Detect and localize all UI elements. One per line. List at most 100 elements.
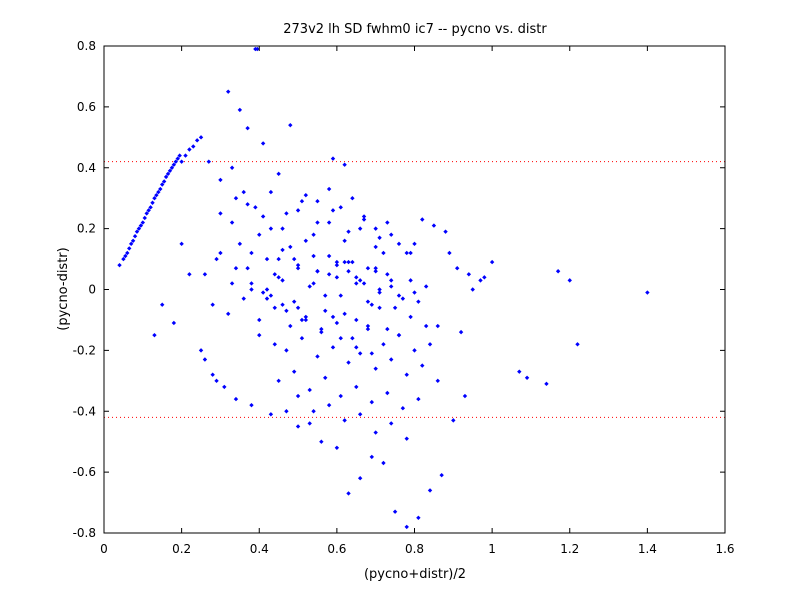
data-point bbox=[123, 253, 128, 259]
data-point bbox=[136, 226, 142, 231]
data-point bbox=[198, 135, 204, 140]
data-point bbox=[575, 342, 580, 347]
data-point bbox=[357, 476, 363, 481]
data-point bbox=[183, 153, 188, 158]
data-point bbox=[330, 345, 336, 350]
data-point bbox=[214, 256, 219, 262]
data-point bbox=[233, 265, 239, 271]
data-point bbox=[435, 323, 440, 329]
data-point bbox=[369, 454, 375, 460]
data-point bbox=[272, 342, 277, 347]
data-point bbox=[169, 165, 175, 170]
data-point bbox=[416, 396, 421, 402]
data-point bbox=[338, 205, 343, 210]
data-point bbox=[346, 269, 351, 274]
data-point bbox=[408, 314, 413, 320]
data-point bbox=[555, 269, 561, 274]
data-point bbox=[408, 278, 413, 283]
data-point bbox=[489, 259, 495, 265]
data-point bbox=[323, 293, 328, 298]
data-point bbox=[373, 269, 378, 274]
data-point bbox=[369, 399, 375, 405]
data-point bbox=[373, 366, 378, 371]
data-point bbox=[427, 342, 433, 347]
data-point bbox=[175, 156, 180, 161]
data-point bbox=[342, 162, 347, 167]
data-point bbox=[311, 281, 316, 286]
y-axis-label: (pycno-distr) bbox=[56, 247, 71, 330]
data-point bbox=[323, 375, 328, 380]
data-point bbox=[431, 223, 437, 228]
data-point bbox=[400, 296, 406, 301]
data-point bbox=[373, 244, 378, 250]
data-point bbox=[214, 378, 219, 384]
data-point bbox=[404, 372, 409, 377]
data-point bbox=[237, 241, 243, 247]
y-tick-label: -0.2 bbox=[73, 343, 96, 357]
data-point bbox=[257, 317, 262, 323]
y-tick-label: -0.8 bbox=[73, 526, 96, 540]
data-point bbox=[377, 235, 382, 240]
data-point bbox=[354, 384, 359, 390]
data-point bbox=[158, 186, 163, 192]
data-point bbox=[276, 378, 281, 384]
data-point bbox=[295, 265, 301, 271]
data-point bbox=[365, 326, 371, 332]
data-point bbox=[284, 348, 289, 353]
data-point bbox=[423, 323, 429, 329]
data-point bbox=[229, 281, 235, 286]
data-point bbox=[482, 275, 487, 280]
data-point bbox=[377, 290, 382, 295]
data-point bbox=[210, 302, 215, 307]
data-point bbox=[291, 256, 297, 262]
data-point bbox=[125, 250, 130, 256]
data-point bbox=[400, 406, 406, 411]
data-point bbox=[249, 250, 254, 256]
data-point bbox=[373, 430, 378, 435]
x-tick-label: 1.2 bbox=[560, 542, 579, 556]
data-point bbox=[260, 141, 266, 146]
data-point bbox=[385, 272, 390, 277]
data-point bbox=[420, 363, 425, 368]
data-point bbox=[369, 351, 375, 356]
data-point bbox=[226, 89, 231, 94]
data-point bbox=[315, 269, 320, 274]
data-point bbox=[253, 205, 258, 210]
data-point bbox=[385, 220, 390, 225]
x-tick-label: 0.4 bbox=[250, 542, 269, 556]
data-point bbox=[233, 396, 239, 402]
data-point bbox=[423, 284, 429, 289]
data-point bbox=[373, 265, 378, 271]
data-point bbox=[280, 247, 285, 253]
data-point bbox=[249, 402, 254, 408]
data-point bbox=[291, 369, 297, 374]
data-point bbox=[160, 302, 165, 307]
x-tick-label: 1.4 bbox=[638, 542, 657, 556]
data-point bbox=[315, 220, 320, 225]
data-point bbox=[295, 305, 301, 310]
data-point bbox=[202, 357, 208, 362]
data-point bbox=[160, 182, 165, 187]
data-point bbox=[245, 202, 250, 207]
data-point bbox=[241, 189, 246, 195]
data-point bbox=[350, 195, 355, 201]
data-point bbox=[350, 259, 355, 265]
data-point bbox=[354, 275, 359, 280]
data-point bbox=[191, 144, 196, 149]
data-point bbox=[144, 211, 149, 216]
data-point bbox=[381, 460, 386, 466]
data-point bbox=[163, 174, 169, 180]
y-tick-label: -0.6 bbox=[73, 465, 96, 479]
data-point bbox=[249, 287, 254, 292]
data-point bbox=[167, 168, 173, 173]
data-point bbox=[299, 317, 305, 323]
data-point bbox=[303, 192, 309, 198]
data-point bbox=[146, 208, 151, 213]
data-point bbox=[161, 179, 167, 184]
y-tick-label: -0.4 bbox=[73, 404, 96, 418]
data-point bbox=[361, 281, 367, 286]
data-point bbox=[346, 259, 351, 265]
data-point bbox=[443, 229, 448, 234]
data-point bbox=[229, 165, 235, 170]
data-point bbox=[260, 214, 266, 219]
